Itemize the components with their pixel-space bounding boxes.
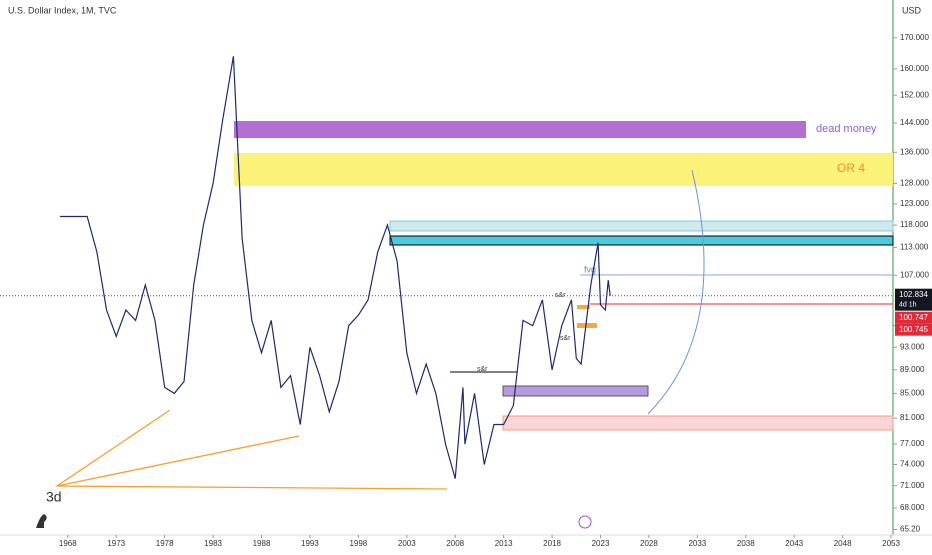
zone bbox=[577, 305, 590, 309]
annotation: fvg bbox=[584, 264, 596, 274]
logo bbox=[36, 514, 47, 528]
x-tick-label: 2038 bbox=[737, 539, 755, 548]
annotation: dead money bbox=[816, 123, 877, 135]
x-tick-label: 1998 bbox=[349, 539, 367, 548]
x-tick-label: 2013 bbox=[495, 539, 513, 548]
x-tick-label: 1988 bbox=[253, 539, 271, 548]
y-tick-label: 68.000 bbox=[900, 503, 925, 512]
price-tag-label: 102.834 bbox=[899, 290, 928, 299]
arc bbox=[647, 169, 705, 415]
zone bbox=[234, 121, 806, 138]
x-tick-label: 1968 bbox=[59, 539, 77, 548]
y-tick-label: 128.000 bbox=[900, 178, 929, 187]
x-tick-label: 1973 bbox=[107, 539, 125, 548]
y-tick-label: 93.000 bbox=[900, 342, 925, 351]
x-tick-label: 2018 bbox=[543, 539, 561, 548]
y-tick-label: 118.000 bbox=[900, 220, 929, 229]
y-tick-label: 74.000 bbox=[900, 460, 925, 469]
zone bbox=[502, 385, 649, 397]
chart-title: U.S. Dollar Index, 1M, TVC bbox=[8, 5, 117, 15]
zone bbox=[389, 220, 894, 232]
x-tick-label: 1993 bbox=[301, 539, 319, 548]
y-tick-label: 85.000 bbox=[900, 389, 925, 398]
x-tick-label: 2043 bbox=[785, 539, 803, 548]
y-tick-label: 144.000 bbox=[900, 118, 929, 127]
y-tick-label: 77.000 bbox=[900, 439, 925, 448]
y-tick-label: 81.000 bbox=[900, 413, 925, 422]
x-tick-label: 2048 bbox=[834, 539, 852, 548]
x-tick-label: 2028 bbox=[640, 539, 658, 548]
price-line bbox=[60, 56, 611, 479]
x-tick-label: 1978 bbox=[156, 539, 174, 548]
x-tick-label: 1983 bbox=[204, 539, 222, 548]
x-tick-label: 2008 bbox=[446, 539, 464, 548]
zone bbox=[234, 153, 893, 186]
y-tick-label: 107.000 bbox=[900, 270, 929, 279]
price-tag bbox=[895, 288, 932, 311]
annotation: s&r bbox=[555, 292, 566, 299]
annotation: OR 4 bbox=[837, 161, 865, 175]
price-tag bbox=[895, 311, 932, 324]
trend-line bbox=[56, 435, 300, 487]
price-tag-label: 100.745 bbox=[899, 325, 928, 334]
annotation: 3d bbox=[46, 489, 62, 505]
x-tick-label: 2003 bbox=[398, 539, 416, 548]
x-tick-label: 2033 bbox=[688, 539, 706, 548]
y-tick-label: 113.000 bbox=[900, 242, 929, 251]
y-tick-label: 136.000 bbox=[900, 147, 929, 156]
annotation: s&r bbox=[477, 366, 488, 373]
event-icon bbox=[578, 515, 592, 529]
y-tick-label: 65.20 bbox=[900, 525, 921, 534]
y-tick-label: 160.000 bbox=[900, 64, 929, 73]
zone bbox=[577, 323, 597, 328]
x-tick-label: 2023 bbox=[592, 539, 610, 548]
y-tick-label: 89.000 bbox=[900, 365, 925, 374]
y-tick-label: 71.000 bbox=[900, 481, 925, 490]
annotation: s&r bbox=[560, 335, 571, 342]
zone bbox=[389, 235, 894, 246]
currency: USD bbox=[902, 5, 922, 15]
zone bbox=[502, 415, 894, 431]
y-tick-label: 123.000 bbox=[900, 199, 929, 208]
price-tag bbox=[895, 323, 932, 336]
price-tag-label: 100.747 bbox=[899, 313, 928, 322]
x-tick-label: 2053 bbox=[882, 539, 900, 548]
y-tick-label: 170.000 bbox=[900, 33, 929, 42]
y-tick-label: 152.000 bbox=[900, 90, 929, 99]
countdown: 4d 1h bbox=[899, 302, 917, 309]
